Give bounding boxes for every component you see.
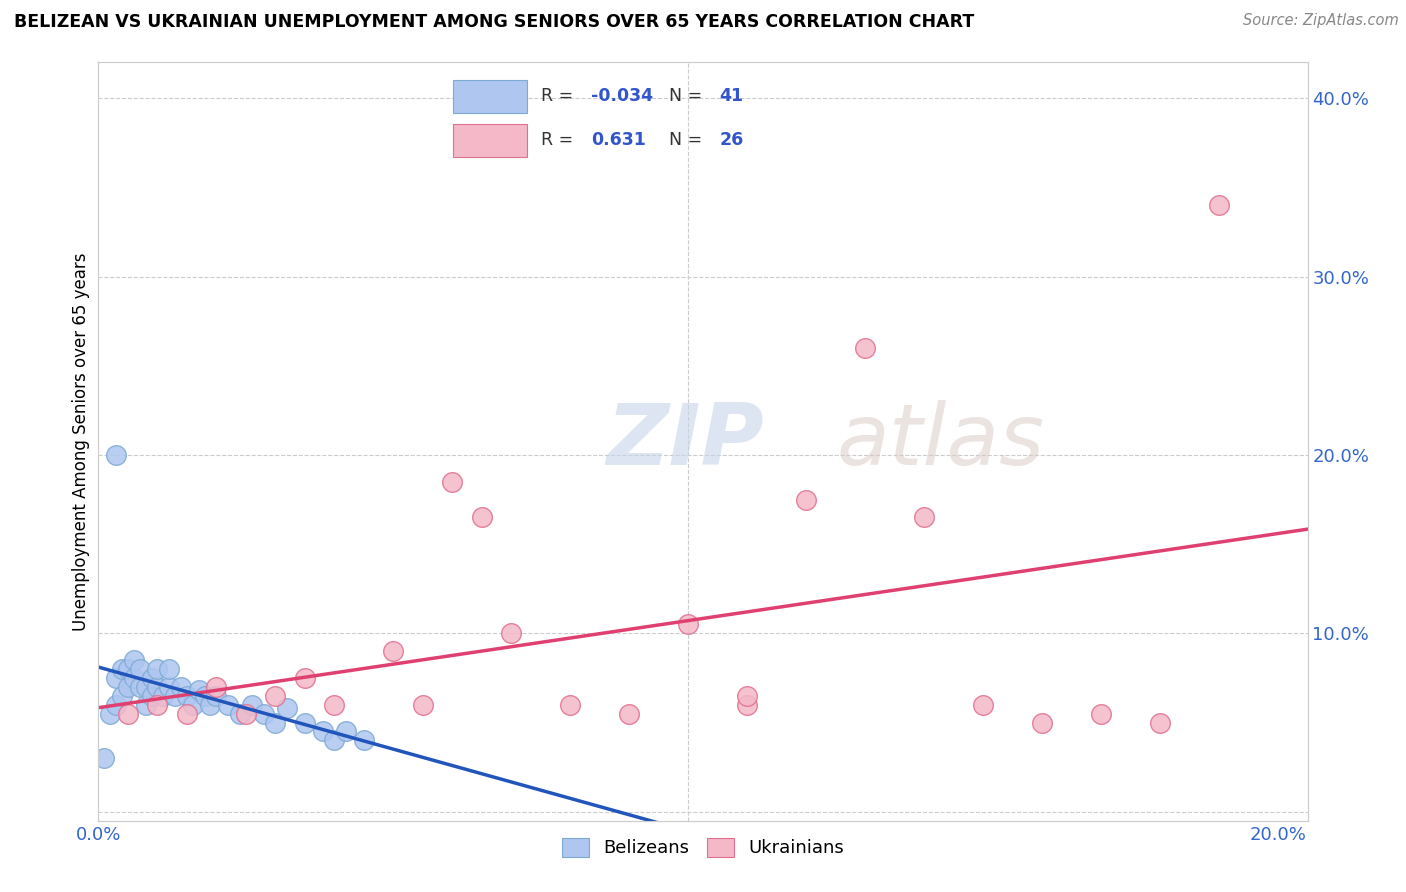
Point [117,680,139,694]
Point [441,475,464,489]
Point [294,715,316,730]
Point [678,617,700,632]
Point [170,680,193,694]
Point [1031,715,1053,730]
Point [105,448,128,462]
Text: N =: N = [669,87,707,104]
Point [276,701,298,715]
Text: 26: 26 [720,131,744,149]
Point [141,689,163,703]
Point [323,733,346,747]
Point [128,662,150,676]
Point [181,698,204,712]
Point [157,680,180,694]
Text: atlas: atlas [837,400,1045,483]
Point [235,706,257,721]
Point [294,671,316,685]
Point [146,680,169,694]
Point [105,698,128,712]
Point [412,698,434,712]
Text: ZIP: ZIP [606,400,763,483]
Legend: Belizeans, Ukrainians: Belizeans, Ukrainians [554,830,852,864]
Point [135,698,157,712]
Point [111,689,134,703]
Text: R =: R = [541,131,578,149]
Point [471,510,494,524]
Point [105,671,128,685]
Point [323,698,346,712]
Text: 41: 41 [720,87,744,104]
Point [146,698,169,712]
Point [240,698,263,712]
Point [128,680,150,694]
Point [353,733,375,747]
Point [205,689,228,703]
Point [205,680,228,694]
Text: BELIZEAN VS UKRAINIAN UNEMPLOYMENT AMONG SENIORS OVER 65 YEARS CORRELATION CHART: BELIZEAN VS UKRAINIAN UNEMPLOYMENT AMONG… [14,13,974,31]
Text: -0.034: -0.034 [592,87,654,104]
FancyBboxPatch shape [453,79,527,112]
Point [252,706,274,721]
Point [735,689,758,703]
Y-axis label: Unemployment Among Seniors over 65 years: Unemployment Among Seniors over 65 years [72,252,90,631]
Point [972,698,994,712]
Point [176,689,198,703]
Point [1149,715,1171,730]
Point [176,706,198,721]
Text: R =: R = [541,87,578,104]
Point [560,698,582,712]
Point [122,653,145,667]
Point [794,492,817,507]
Point [122,671,145,685]
Point [853,341,876,355]
Point [111,662,134,676]
Text: Source: ZipAtlas.com: Source: ZipAtlas.com [1243,13,1399,29]
Text: N =: N = [669,131,707,149]
Point [117,662,139,676]
Point [311,724,333,739]
Point [501,626,523,640]
Point [93,751,115,765]
Point [382,644,405,658]
Point [165,689,187,703]
Point [152,689,174,703]
Point [157,662,180,676]
Point [229,706,252,721]
Text: 0.631: 0.631 [592,131,647,149]
Point [187,683,209,698]
Point [98,706,121,721]
Point [117,706,139,721]
Point [135,680,157,694]
Point [619,706,641,721]
Point [335,724,357,739]
FancyBboxPatch shape [453,124,527,157]
Point [264,715,287,730]
Point [146,662,169,676]
Point [912,510,935,524]
Point [194,689,217,703]
Point [735,698,758,712]
Point [1208,198,1230,212]
Point [217,698,239,712]
Point [1090,706,1112,721]
Point [264,689,287,703]
Point [141,671,163,685]
Point [200,698,222,712]
